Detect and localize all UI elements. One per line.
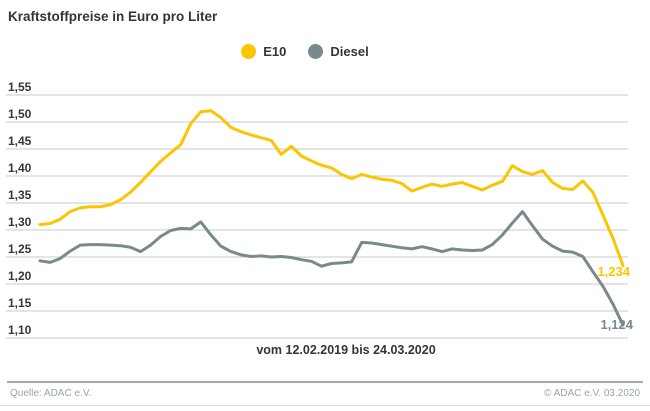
y-axis-tick-label: 1,25	[8, 242, 32, 256]
y-axis-tick-label: 1,30	[8, 215, 32, 229]
y-axis-tick-label: 1,45	[8, 134, 32, 148]
y-axis-tick-label: 1,55	[8, 80, 32, 94]
y-axis-tick-label: 1,50	[8, 107, 32, 121]
e10-end-value-label: 1,234	[597, 264, 630, 279]
bottom-hairline	[0, 405, 650, 406]
e10-legend-dot-icon	[241, 44, 257, 59]
footer-divider	[7, 381, 643, 383]
y-axis-tick-label: 1,35	[8, 188, 32, 202]
legend-item-diesel: Diesel	[308, 44, 369, 59]
diesel-legend-dot-icon	[308, 44, 324, 59]
date-range-caption: vom 12.02.2019 bis 24.03.2020	[256, 343, 436, 357]
copyright-text: © ADAC e.V. 03.2020	[544, 388, 640, 399]
y-axis-tick-label: 1,10	[8, 323, 32, 337]
source-text: Quelle: ADAC e.V.	[10, 388, 92, 399]
chart-title: Kraftstoffpreise in Euro pro Liter	[8, 9, 218, 24]
y-axis-tick-label: 1,15	[8, 296, 32, 310]
legend: E10 Diesel	[0, 44, 630, 59]
e10-line	[38, 109, 625, 268]
y-axis-tick-label: 1,20	[8, 269, 32, 283]
y-axis-tick-label: 1,40	[8, 161, 32, 175]
legend-item-e10: E10	[241, 44, 286, 59]
diesel-line	[38, 210, 625, 327]
diesel-end-value-label: 1,124	[600, 317, 633, 332]
e10-legend-label: E10	[263, 44, 287, 59]
diesel-legend-label: Diesel	[330, 44, 369, 59]
